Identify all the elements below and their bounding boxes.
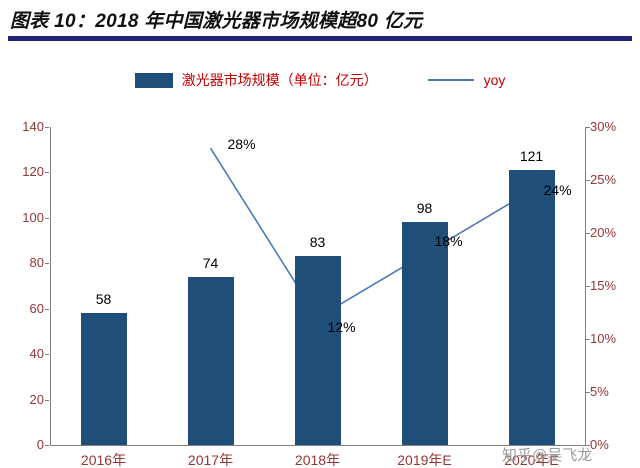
x-axis-label: 2020年E (504, 452, 559, 468)
bar-value-label: 58 (95, 291, 112, 308)
title-underline-rule (8, 36, 632, 41)
left-axis-tick-label: 20 (29, 391, 44, 407)
left-axis-tick-mark (45, 445, 49, 446)
bar-value-label: 98 (416, 200, 433, 217)
line-value-label: 18% (434, 233, 463, 250)
left-axis-tick-label: 60 (29, 300, 44, 316)
bar (508, 170, 555, 445)
right-axis-tick-mark (586, 392, 590, 393)
right-axis-tick-mark (586, 286, 590, 287)
chart-title: 图表 10：2018 年中国激光器市场规模超80 亿元 (10, 11, 423, 32)
right-axis-tick-label: 30% (590, 119, 617, 134)
x-axis-label: 2016年 (80, 452, 127, 468)
bar-value-label: 121 (519, 148, 544, 165)
x-axis-label: 2017年 (187, 452, 234, 468)
right-axis-tick-mark (586, 445, 590, 446)
x-axis-line (50, 445, 586, 446)
line-series-swatch (427, 79, 474, 81)
bar (294, 256, 341, 445)
left-axis-tick-label: 120 (22, 164, 44, 180)
bar-value-label: 83 (309, 234, 326, 251)
left-axis-tick-mark (45, 354, 49, 356)
right-axis-line (585, 127, 586, 445)
right-axis-tick-mark (586, 127, 590, 128)
line-value-label: 28% (227, 136, 256, 153)
right-axis-tick-label: 5% (590, 384, 609, 399)
bar (401, 222, 448, 445)
bar (187, 276, 234, 445)
right-axis-tick-mark (586, 180, 590, 181)
bar-series-label: 激光器市场规模（单位：亿元） (181, 72, 378, 88)
left-axis-line (50, 127, 51, 445)
bar (80, 313, 127, 445)
bar-value-label: 74 (202, 254, 219, 271)
left-axis-tick-label: 140 (22, 119, 44, 134)
right-axis-tick-label: 15% (590, 278, 617, 293)
x-axis-label: 2019年E (397, 452, 452, 468)
line-series-label: yoy (483, 72, 506, 88)
right-axis-tick-label: 10% (590, 331, 617, 346)
left-axis-tick-mark (45, 399, 49, 401)
left-axis-tick-label: 40 (29, 346, 44, 362)
watermark: 知乎@吴飞龙 (502, 447, 593, 464)
right-axis-tick-mark (586, 233, 590, 234)
right-axis-tick-mark (586, 339, 590, 340)
line-value-label: 24% (543, 181, 572, 198)
left-axis-tick-mark (45, 308, 49, 310)
left-axis-tick-mark (45, 172, 49, 174)
left-axis-tick-label: 100 (22, 209, 44, 225)
right-axis-tick-label: 0% (590, 437, 609, 452)
bar-series-swatch (134, 72, 173, 88)
yoy-polyline (209, 147, 532, 319)
left-axis-tick-mark (45, 127, 49, 128)
left-axis-tick-label: 0 (36, 437, 44, 452)
x-axis-label: 2018年 (294, 452, 341, 468)
left-axis-tick-mark (45, 217, 49, 219)
right-axis-tick-label: 25% (590, 172, 617, 187)
left-axis-tick-label: 80 (29, 255, 44, 271)
chart-legend: 激光器市场规模（单位：亿元） yoy (0, 70, 640, 90)
right-axis-tick-label: 20% (590, 225, 617, 240)
line-value-label: 12% (327, 318, 356, 335)
left-axis-tick-mark (45, 263, 49, 265)
